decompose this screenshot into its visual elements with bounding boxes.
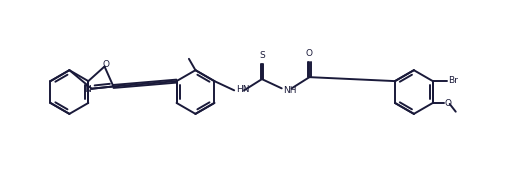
Text: N: N [85,85,91,94]
Text: Br: Br [448,76,458,85]
Text: S: S [259,51,265,60]
Text: O: O [445,99,452,108]
Text: O: O [102,60,109,69]
Text: O: O [306,49,313,58]
Text: NH: NH [283,86,296,95]
Text: HN: HN [236,85,250,94]
